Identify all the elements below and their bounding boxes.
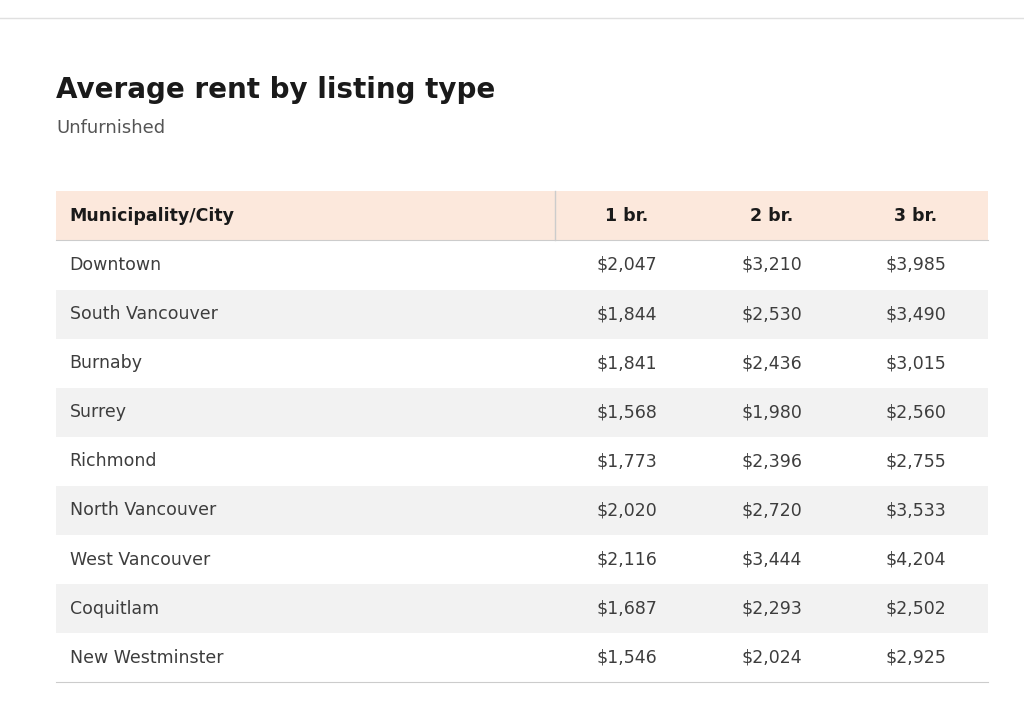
Text: $3,444: $3,444 <box>741 551 802 568</box>
FancyBboxPatch shape <box>56 633 988 682</box>
Text: $2,116: $2,116 <box>597 551 657 568</box>
Text: West Vancouver: West Vancouver <box>70 551 210 568</box>
Text: $2,047: $2,047 <box>597 256 657 274</box>
Text: $2,755: $2,755 <box>886 453 946 470</box>
Text: $2,925: $2,925 <box>886 649 946 666</box>
FancyBboxPatch shape <box>56 535 988 584</box>
Text: $1,546: $1,546 <box>597 649 657 666</box>
Text: $2,560: $2,560 <box>886 404 946 421</box>
Text: Average rent by listing type: Average rent by listing type <box>56 76 496 104</box>
Text: Richmond: Richmond <box>70 453 157 470</box>
Text: $2,502: $2,502 <box>886 600 946 617</box>
Text: $2,396: $2,396 <box>741 453 802 470</box>
Text: $1,844: $1,844 <box>597 305 657 323</box>
FancyBboxPatch shape <box>56 437 988 486</box>
Text: Downtown: Downtown <box>70 256 162 274</box>
FancyBboxPatch shape <box>56 240 988 290</box>
Text: $2,530: $2,530 <box>741 305 802 323</box>
Text: $1,980: $1,980 <box>741 404 802 421</box>
Text: $2,436: $2,436 <box>741 355 802 372</box>
Text: $1,841: $1,841 <box>597 355 657 372</box>
Text: $3,210: $3,210 <box>741 256 802 274</box>
FancyBboxPatch shape <box>56 486 988 535</box>
Text: $1,773: $1,773 <box>597 453 657 470</box>
FancyBboxPatch shape <box>56 339 988 388</box>
FancyBboxPatch shape <box>56 290 988 339</box>
Text: Municipality/City: Municipality/City <box>70 207 234 225</box>
FancyBboxPatch shape <box>56 584 988 633</box>
Text: South Vancouver: South Vancouver <box>70 305 217 323</box>
Text: 2 br.: 2 br. <box>750 207 794 225</box>
FancyBboxPatch shape <box>56 191 988 240</box>
Text: $2,020: $2,020 <box>597 502 657 519</box>
Text: $3,985: $3,985 <box>886 256 946 274</box>
Text: New Westminster: New Westminster <box>70 649 223 666</box>
Text: $3,490: $3,490 <box>886 305 946 323</box>
Text: Unfurnished: Unfurnished <box>56 119 166 137</box>
Text: $2,293: $2,293 <box>741 600 802 617</box>
Text: 1 br.: 1 br. <box>605 207 648 225</box>
Text: Surrey: Surrey <box>70 404 127 421</box>
Text: North Vancouver: North Vancouver <box>70 502 216 519</box>
Text: 3 br.: 3 br. <box>894 207 938 225</box>
Text: $3,533: $3,533 <box>886 502 946 519</box>
Text: $2,720: $2,720 <box>741 502 802 519</box>
Text: $4,204: $4,204 <box>886 551 946 568</box>
Text: $2,024: $2,024 <box>741 649 802 666</box>
FancyBboxPatch shape <box>56 388 988 437</box>
Text: Burnaby: Burnaby <box>70 355 142 372</box>
Text: $1,687: $1,687 <box>597 600 657 617</box>
Text: $1,568: $1,568 <box>597 404 657 421</box>
Text: Coquitlam: Coquitlam <box>70 600 159 617</box>
Text: $3,015: $3,015 <box>886 355 946 372</box>
